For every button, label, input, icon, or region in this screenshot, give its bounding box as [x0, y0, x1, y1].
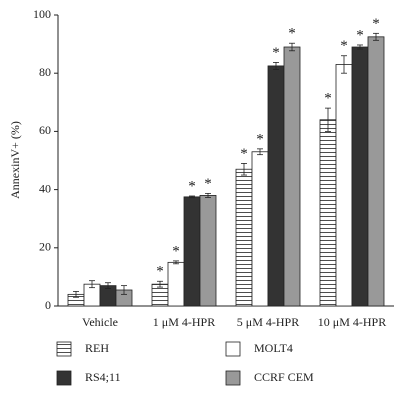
legend-swatch — [225, 341, 241, 357]
legend-swatch — [225, 370, 241, 386]
bar — [267, 65, 285, 307]
x-tick-label: Vehicle — [82, 315, 118, 329]
y-tick-label: 40 — [39, 181, 51, 195]
significance-marker: * — [188, 178, 196, 194]
legend-swatch — [56, 341, 72, 357]
legend-label: REH — [85, 341, 109, 355]
legend-label: MOLT4 — [254, 341, 293, 355]
significance-marker: * — [240, 146, 248, 162]
error-bar — [357, 44, 363, 50]
error-bar — [341, 55, 347, 74]
y-axis-label: AnnexinV+ (%) — [8, 121, 22, 199]
significance-marker: * — [340, 38, 348, 54]
y-tick-label: 100 — [33, 7, 51, 21]
x-tick-label: 10 μM 4-HPR — [318, 315, 386, 329]
y-tick-label: 60 — [39, 123, 51, 137]
y-tick-label: 80 — [39, 65, 51, 79]
error-bar — [241, 163, 247, 176]
error-bar — [373, 32, 379, 41]
bar — [319, 119, 337, 307]
error-bar — [325, 107, 331, 132]
error-bar — [173, 260, 179, 265]
y-tick-label: 0 — [45, 298, 51, 312]
bar — [283, 46, 301, 307]
bar — [199, 195, 217, 307]
bar — [351, 46, 369, 307]
significance-marker: * — [204, 176, 212, 192]
bar — [235, 168, 253, 307]
error-bar — [189, 195, 195, 199]
bar — [367, 36, 385, 307]
x-tick-label: 1 μM 4-HPR — [153, 315, 215, 329]
error-bar — [273, 62, 279, 70]
error-bar — [289, 42, 295, 52]
legend-swatch — [56, 370, 72, 386]
error-bar — [89, 280, 95, 289]
legend-label: CCRF CEM — [254, 370, 314, 384]
bar — [335, 64, 353, 307]
significance-marker: * — [172, 243, 180, 259]
error-bar — [73, 291, 79, 298]
x-tick-label: 5 μM 4-HPR — [237, 315, 299, 329]
legend-label: RS4;11 — [85, 370, 121, 384]
y-tick-label: 20 — [39, 240, 51, 254]
bar — [183, 196, 201, 307]
error-bar — [121, 285, 127, 295]
significance-marker: * — [372, 16, 380, 32]
error-bar — [105, 282, 111, 289]
significance-marker: * — [356, 27, 364, 43]
significance-marker: * — [324, 91, 332, 107]
significance-marker: * — [288, 26, 296, 42]
significance-marker: * — [156, 264, 164, 280]
error-bar — [157, 280, 163, 288]
error-bar — [205, 192, 211, 198]
bar — [251, 151, 269, 307]
significance-marker: * — [272, 45, 280, 61]
significance-marker: * — [256, 131, 264, 147]
bar — [167, 261, 185, 307]
error-bar — [257, 148, 263, 156]
